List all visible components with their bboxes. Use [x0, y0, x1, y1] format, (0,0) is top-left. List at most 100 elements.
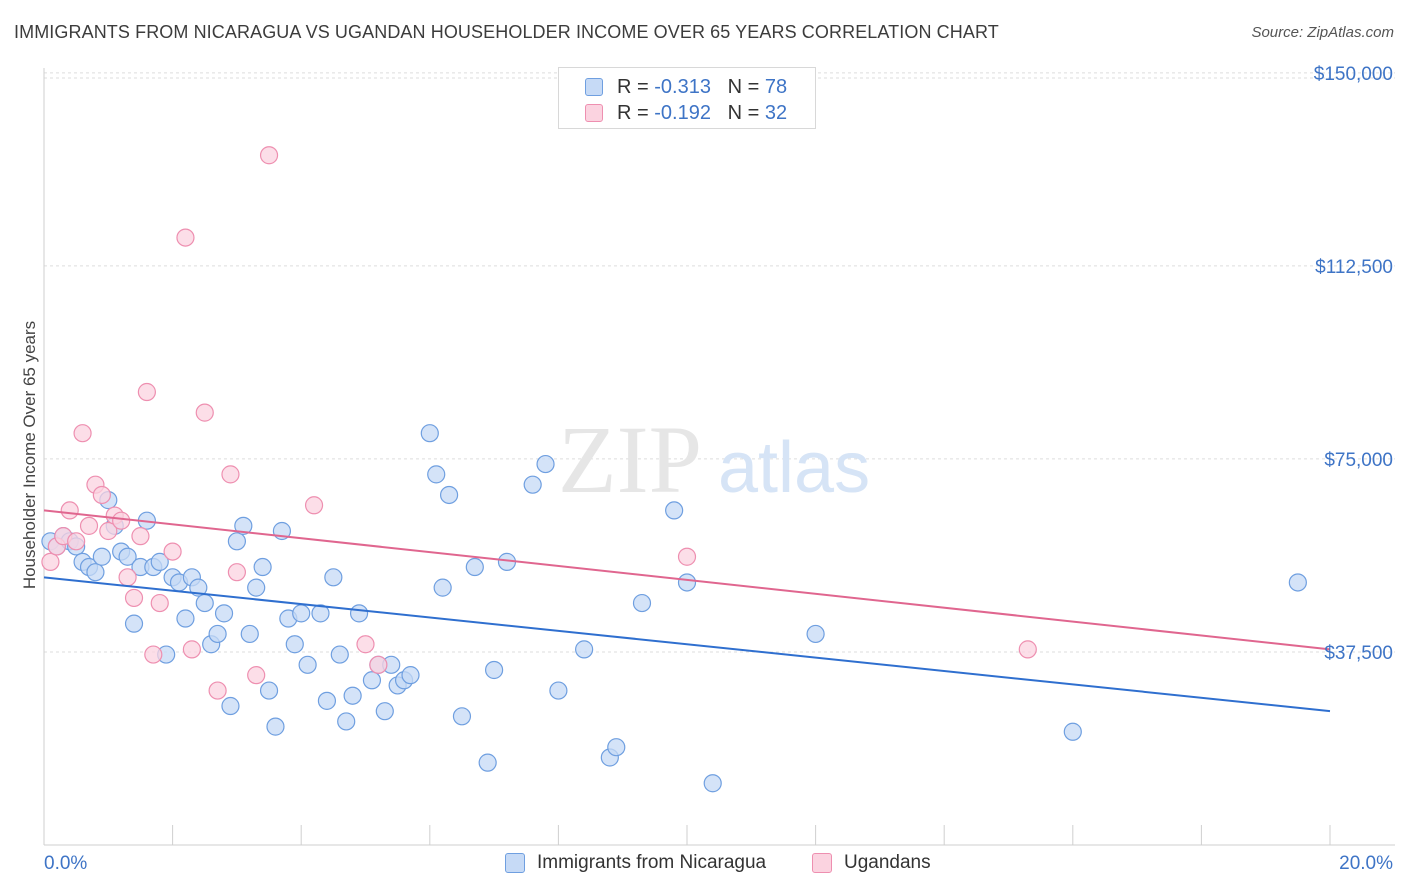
- nicaragua-point: [523, 475, 542, 494]
- nicaragua-point: [234, 516, 253, 535]
- data-points: [41, 146, 1307, 793]
- ugandan-point: [137, 382, 156, 402]
- ugandan-point: [41, 552, 60, 571]
- nicaragua-point: [452, 707, 472, 726]
- trend-lines: [43, 509, 1331, 713]
- ugandan-point: [99, 521, 118, 541]
- nicaragua-point: [86, 563, 105, 582]
- ugandan-point: [1018, 640, 1037, 659]
- source-label: Source: ZipAtlas.com: [1251, 24, 1394, 41]
- nicaragua-swatch: [585, 78, 603, 96]
- nicaragua-point: [253, 557, 272, 577]
- nicaragua-point: [337, 712, 356, 731]
- nicaragua-point: [478, 753, 497, 772]
- ugandan-trend-line: [43, 509, 1331, 651]
- legend-label: Immigrants from Nicaragua: [537, 852, 767, 873]
- y-axis-title: Householder Income Over 65 years: [20, 320, 39, 590]
- nicaragua-point: [189, 578, 208, 597]
- n-value: 78: [764, 76, 788, 98]
- nicaragua-point: [92, 547, 111, 566]
- ugandan-point: [677, 547, 697, 566]
- ugandan-point: [356, 635, 375, 654]
- nicaragua-point: [607, 738, 626, 757]
- y-tick-label: $75,000: [1324, 450, 1393, 471]
- nicaragua-point: [485, 660, 504, 680]
- ugandan-point: [163, 542, 182, 561]
- series-legend: Immigrants from Nicaragua Ugandans: [0, 852, 1406, 878]
- nicaragua-point: [259, 681, 279, 700]
- ugandan-point: [227, 563, 246, 582]
- nicaragua-point: [292, 604, 311, 623]
- ugandan-point: [67, 532, 86, 551]
- nicaragua-point: [1288, 573, 1307, 592]
- watermark: ZIP atlas: [558, 406, 870, 513]
- r-value: -0.192: [654, 102, 711, 124]
- nicaragua-point: [324, 568, 343, 587]
- ugandan-point: [195, 403, 214, 422]
- nicaragua-point: [317, 691, 337, 710]
- nicaragua-point: [221, 696, 240, 716]
- legend-swatch-ugandans: [812, 853, 832, 873]
- nicaragua-point: [433, 578, 452, 597]
- watermark-atlas: atlas: [718, 428, 870, 508]
- legend-swatch-nicaragua: [505, 853, 525, 873]
- nicaragua-point: [439, 485, 459, 505]
- nicaragua-point: [343, 686, 362, 705]
- ugandan-point: [144, 645, 163, 664]
- nicaragua-point: [465, 557, 484, 577]
- nicaragua-point: [806, 624, 825, 644]
- nicaragua-point: [677, 573, 697, 592]
- ugandan-point: [92, 485, 111, 505]
- nicaragua-point: [375, 702, 394, 721]
- nicaragua-point: [240, 624, 259, 644]
- nicaragua-point: [124, 614, 144, 633]
- nicaragua-point: [195, 593, 214, 613]
- y-tick-label: $112,500: [1315, 257, 1393, 278]
- nicaragua-point: [285, 635, 304, 654]
- nicaragua-point: [420, 424, 439, 443]
- x-tick-label-max: 20.0%: [1339, 853, 1393, 874]
- nicaragua-point: [401, 666, 420, 685]
- ugandan-point: [112, 511, 131, 530]
- nicaragua-point: [247, 578, 266, 597]
- ugandan-point: [60, 501, 79, 520]
- y-tick-label: $37,500: [1324, 643, 1393, 664]
- r-value: -0.313: [654, 76, 711, 98]
- ugandan-point: [73, 424, 92, 443]
- ugandan-point: [79, 516, 99, 535]
- ugandan-point: [369, 655, 388, 674]
- ugandan-point: [304, 496, 324, 515]
- nicaragua-point: [118, 547, 137, 566]
- nicaragua-point: [176, 609, 195, 628]
- ugandan-point: [150, 593, 169, 613]
- ugandan-point: [182, 640, 201, 659]
- r-label: R =: [617, 76, 655, 98]
- stats-legend: R = -0.313 N = 78 R = -0.192 N = 32: [558, 67, 816, 129]
- n-label: N =: [727, 102, 765, 124]
- nicaragua-point: [427, 465, 446, 484]
- ugandan-point: [247, 666, 266, 685]
- nicaragua-point: [208, 624, 227, 644]
- ugandan-point: [259, 146, 279, 165]
- y-tick-label: $150,000: [1314, 64, 1393, 85]
- r-label: R =: [617, 102, 655, 124]
- ugandan-point: [176, 228, 195, 247]
- ugandan-point: [131, 527, 150, 546]
- ugandan-point: [118, 568, 137, 587]
- nicaragua-point: [536, 454, 555, 474]
- n-value: 32: [764, 102, 788, 124]
- chart-title: IMMIGRANTS FROM NICARAGUA VS UGANDAN HOU…: [14, 22, 999, 42]
- nicaragua-point: [150, 552, 169, 571]
- nicaragua-point: [298, 655, 317, 674]
- legend-label: Ugandans: [844, 852, 931, 873]
- nicaragua-point: [227, 532, 246, 551]
- nicaragua-point: [1063, 722, 1082, 741]
- watermark-zip: ZIP: [558, 406, 702, 513]
- nicaragua-point: [703, 774, 722, 793]
- ugandan-point: [221, 465, 240, 484]
- n-label: N =: [727, 76, 765, 98]
- nicaragua-point: [349, 604, 369, 623]
- nicaragua-point: [575, 640, 594, 659]
- nicaragua-point: [266, 717, 285, 736]
